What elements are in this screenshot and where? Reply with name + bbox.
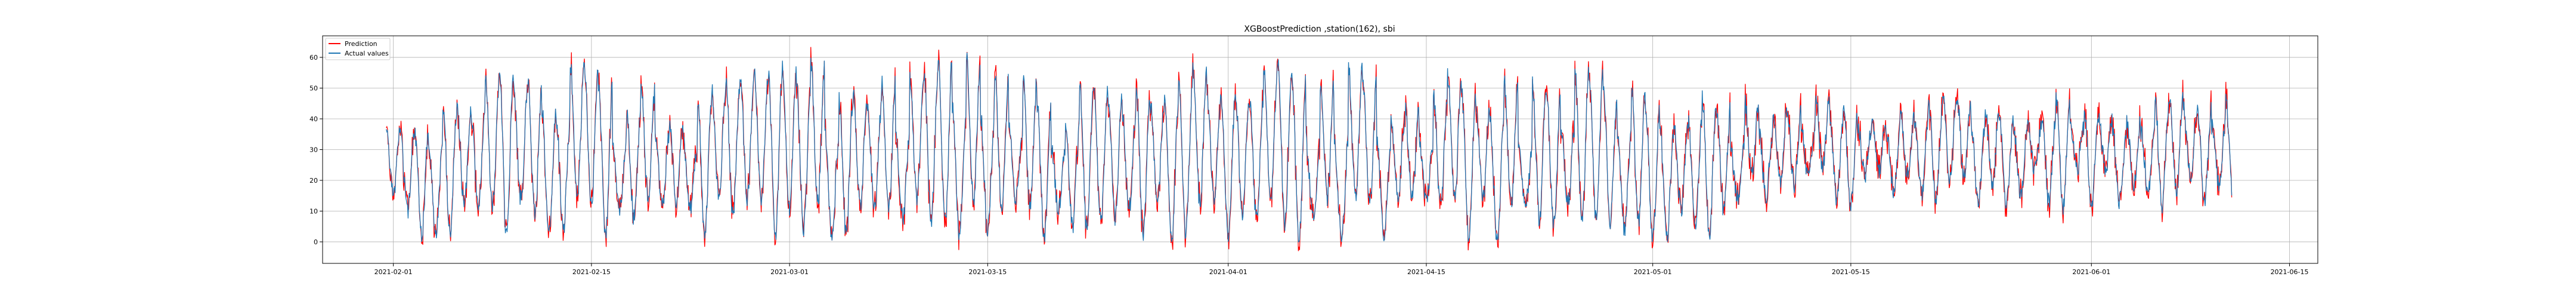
y-tick-label: 30 [309, 146, 318, 154]
y-axis: 0 10 20 30 40 50 60 [309, 54, 323, 246]
legend-box [325, 38, 391, 60]
y-tick-label: 60 [309, 54, 318, 62]
x-tick-label: 2021-04-15 [1407, 268, 1445, 276]
y-tick-label: 40 [309, 115, 318, 123]
legend-label-actual: Actual values [345, 50, 389, 57]
x-axis: 2021-02-01 2021-02-15 2021-03-01 2021-03-15… [374, 263, 2309, 276]
x-tick-label: 2021-02-15 [572, 268, 611, 276]
y-tick-label: 0 [314, 238, 318, 246]
x-tick-label: 2021-02-01 [374, 268, 413, 276]
y-tick-label: 50 [309, 85, 318, 93]
x-tick-label: 2021-03-01 [770, 268, 809, 276]
x-tick-label: 2021-06-15 [2271, 268, 2309, 276]
y-tick-label: 20 [309, 177, 318, 185]
legend-label-prediction: Prediction [345, 40, 377, 48]
x-tick-label: 2021-04-01 [1209, 268, 1247, 276]
chart-title: XGBoostPrediction ,station(162), sbi [1244, 24, 1395, 34]
x-tick-label: 2021-06-01 [2072, 268, 2110, 276]
x-tick-label: 2021-05-01 [1634, 268, 1672, 276]
series-layer [386, 47, 2233, 251]
legend: Prediction Actual values [325, 38, 391, 60]
series-line-actual [386, 52, 2233, 242]
y-tick-label: 10 [309, 207, 318, 215]
x-tick-label: 2021-03-15 [968, 268, 1007, 276]
x-tick-label: 2021-05-15 [1832, 268, 1870, 276]
